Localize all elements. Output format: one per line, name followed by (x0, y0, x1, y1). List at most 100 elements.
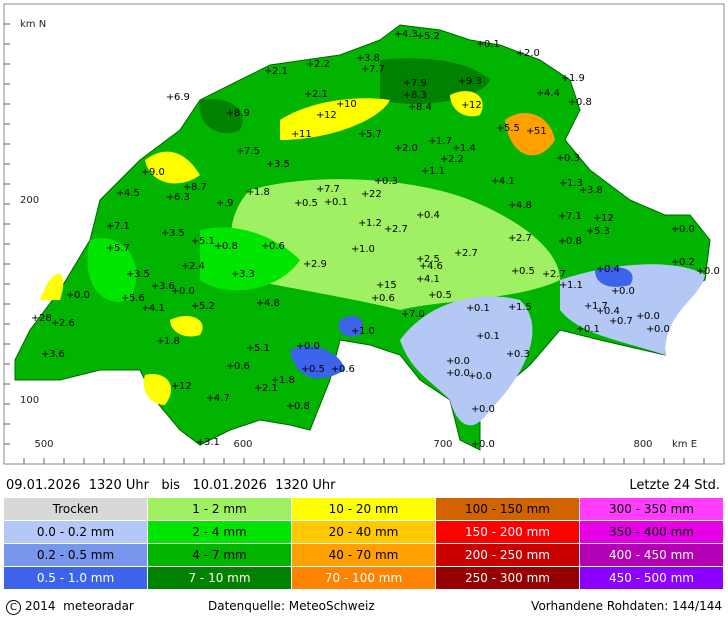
station-value: 3.6 (159, 281, 175, 292)
station-marker: + (416, 31, 424, 42)
station-value: 2.7 (550, 269, 566, 280)
station-value: 0.0 (679, 224, 695, 235)
station-value: 5.1 (254, 343, 270, 354)
date-range: 09.01.2026 1320 Uhr bis 10.01.2026 1320 … (6, 478, 336, 493)
station-value: 0.0 (654, 324, 670, 335)
station-value: 3.5 (169, 228, 185, 239)
station-marker: + (106, 243, 114, 254)
station-marker: + (440, 154, 448, 165)
station-value: 2.0 (524, 48, 540, 59)
station-marker: + (361, 189, 369, 200)
station-marker: + (161, 228, 169, 239)
station-value: 1.8 (254, 187, 270, 198)
station-marker: + (226, 361, 234, 372)
station-value: 6.3 (174, 192, 190, 203)
station-value: 0.2 (679, 257, 695, 268)
station-value: 8.3 (411, 90, 427, 101)
source: Datenquelle: MeteoSchweiz (208, 599, 375, 613)
station-value: 0.0 (476, 371, 492, 382)
station-value: 0.4 (604, 264, 620, 275)
station-value: 7.7 (369, 64, 385, 75)
station-value: 0.1 (474, 303, 490, 314)
station-value: 0.6 (234, 361, 250, 372)
station-value: 2.2 (448, 154, 464, 165)
station-value: 0.8 (294, 401, 310, 412)
station-marker: + (116, 188, 124, 199)
station-value: 4.8 (516, 200, 532, 211)
station-marker: + (246, 343, 254, 354)
station-value: 3.6 (49, 349, 65, 360)
station-marker: + (576, 324, 584, 335)
legend-item: 1 - 2 mm (148, 498, 291, 520)
dark-rain-area (199, 58, 491, 134)
station-value: 2.5 (424, 254, 440, 265)
station-marker: + (394, 29, 402, 40)
station-marker: + (226, 108, 234, 119)
station-marker: + (646, 324, 654, 335)
station-value: 5.7 (114, 243, 130, 254)
station-value: 1.9 (569, 73, 585, 84)
station-value: 0.1 (584, 324, 600, 335)
station-marker: + (559, 178, 567, 189)
station-marker: + (476, 39, 484, 50)
station-value: 5.3 (594, 226, 610, 237)
axis-label: km E (672, 439, 697, 450)
station-value: 2.7 (392, 224, 408, 235)
station-value: 51 (534, 126, 547, 137)
station-marker: + (106, 221, 114, 232)
station-value: 0.0 (479, 439, 495, 450)
station-marker: + (394, 143, 402, 154)
legend-item: 150 - 200 mm (436, 521, 579, 543)
station-value: 15 (384, 280, 397, 291)
station-value: 11 (299, 129, 312, 140)
station-marker: + (558, 211, 566, 222)
station-marker: + (183, 182, 191, 193)
station-value: 4.1 (149, 303, 165, 314)
station-marker: + (196, 437, 204, 448)
station-value: 0.0 (619, 286, 635, 297)
station-value: 0.7 (617, 316, 633, 327)
station-marker: + (254, 383, 262, 394)
station-marker: + (671, 257, 679, 268)
station-marker: + (536, 88, 544, 99)
station-value: 7.7 (324, 184, 340, 195)
dry-south-area (400, 264, 705, 426)
station-marker: + (151, 281, 159, 292)
station-value: 6.9 (174, 92, 190, 103)
station-value: 5.2 (424, 31, 440, 42)
station-marker: + (559, 280, 567, 291)
station-value: 0.8 (566, 236, 582, 247)
station-marker: + (458, 76, 466, 87)
station-marker: + (301, 364, 309, 375)
station-value: 0.5 (309, 364, 325, 375)
station-value: 4.6 (427, 261, 443, 272)
station-value: 2.7 (516, 233, 532, 244)
station-marker: + (446, 368, 454, 379)
station-marker: + (31, 313, 39, 324)
station-marker: + (126, 269, 134, 280)
moderate-rain-area (87, 227, 300, 302)
station-marker: + (51, 318, 59, 329)
station-value: 0.0 (304, 341, 320, 352)
legend-item: 0.2 - 0.5 mm (4, 544, 147, 566)
station-value: 2.4 (189, 261, 205, 272)
station-marker: + (294, 198, 302, 209)
station-marker: + (408, 102, 416, 113)
station-value: .9 (224, 198, 234, 209)
station-value: 4.8 (264, 298, 280, 309)
station-marker: + (374, 176, 382, 187)
station-marker: + (331, 364, 339, 375)
station-marker: + (41, 349, 49, 360)
station-marker: + (508, 302, 516, 313)
station-value: 2.1 (272, 66, 288, 77)
station-marker: + (416, 274, 424, 285)
station-marker: + (156, 336, 164, 347)
legend-item: 250 - 300 mm (436, 567, 579, 589)
station-value: 1.0 (359, 326, 375, 337)
station-value: 0.1 (332, 197, 348, 208)
station-marker: + (556, 153, 564, 164)
station-marker: + (384, 224, 392, 235)
station-marker: + (303, 259, 311, 270)
station-value: 8.4 (416, 102, 432, 113)
legend-item: 7 - 10 mm (148, 567, 291, 589)
